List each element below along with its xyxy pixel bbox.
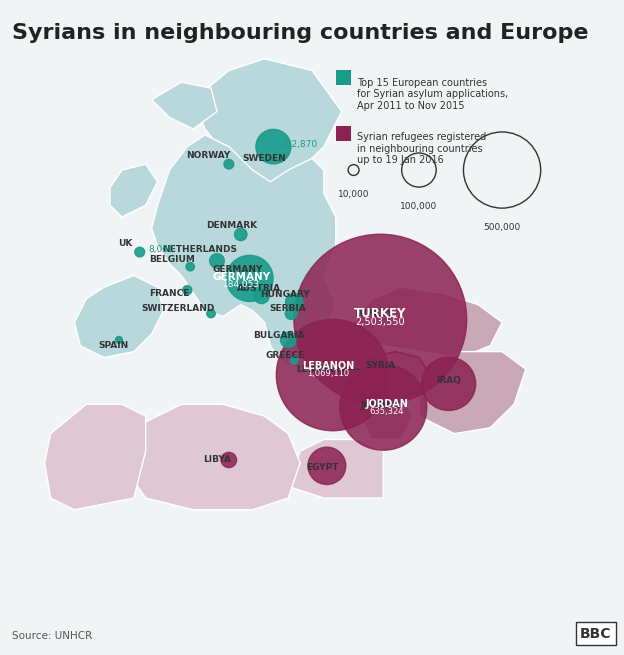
Circle shape [235,229,247,240]
Text: 8,060: 8,060 [149,244,174,253]
Polygon shape [45,404,145,510]
Polygon shape [110,164,157,217]
Text: NORWAY: NORWAY [186,151,230,160]
Bar [336,71,351,85]
Circle shape [256,129,291,164]
Circle shape [227,255,273,301]
Text: UK: UK [118,239,132,248]
Text: 2,503,550: 2,503,550 [356,317,405,328]
Text: GREECE: GREECE [266,351,305,360]
Text: BELGIUM: BELGIUM [150,255,195,264]
Text: EGYPT: EGYPT [306,463,339,472]
Text: TURKEY: TURKEY [354,307,406,320]
Text: NETHERLANDS: NETHERLANDS [162,244,236,253]
Text: GERMANY: GERMANY [213,265,263,274]
Text: Source: UNHCR: Source: UNHCR [12,631,93,641]
Text: Top 15 European countries
for Syrian asylum applications,
Apr 2011 to Nov 2015: Top 15 European countries for Syrian asy… [356,77,508,111]
Bar [336,126,351,141]
Polygon shape [122,404,300,510]
Text: 184,053: 184,053 [223,280,260,290]
Circle shape [281,332,296,348]
Circle shape [290,356,298,364]
Text: JORDAN: JORDAN [366,400,408,409]
Text: SERBIA: SERBIA [270,305,306,313]
Text: DENMARK: DENMARK [207,221,257,230]
Polygon shape [359,392,413,440]
Polygon shape [152,82,217,129]
Polygon shape [193,59,342,187]
Text: LEBANON: LEBANON [296,365,345,374]
Circle shape [285,308,297,320]
Polygon shape [354,287,502,358]
Text: TURKEY: TURKEY [354,309,394,318]
Text: 102,870: 102,870 [281,140,318,149]
Polygon shape [152,135,336,369]
Circle shape [221,453,236,468]
Text: SPAIN: SPAIN [98,341,128,350]
Circle shape [224,159,234,169]
Circle shape [210,253,224,268]
Text: FRANCE: FRANCE [149,289,190,297]
Circle shape [294,234,467,405]
Circle shape [286,293,303,310]
Text: IRAQ: IRAQ [436,377,461,385]
Circle shape [115,337,122,343]
Circle shape [186,263,195,271]
Text: GERMANY: GERMANY [213,272,271,282]
Circle shape [339,364,427,450]
Text: LIBYA: LIBYA [203,455,231,464]
Circle shape [254,288,269,304]
Text: BULGARIA: BULGARIA [253,331,305,340]
Polygon shape [288,440,383,498]
Text: LEBANON: LEBANON [302,362,354,371]
Text: 100,000: 100,000 [400,202,437,211]
Text: SWEDEN: SWEDEN [243,154,286,163]
Polygon shape [306,340,336,375]
Text: HUNGARY: HUNGARY [260,290,310,299]
Circle shape [183,286,192,295]
Text: AUSTRIA: AUSTRIA [236,284,281,293]
Polygon shape [358,358,370,381]
Text: Syrian refugees registered
in neighbouring countries
up to 19 Jan 2016: Syrian refugees registered in neighbouri… [356,132,486,165]
Text: Syrians in neighbouring countries and Europe: Syrians in neighbouring countries and Eu… [12,23,589,43]
Text: JORDAN: JORDAN [360,401,401,410]
Text: 1,069,110: 1,069,110 [307,369,349,379]
Circle shape [276,320,389,431]
Circle shape [422,357,475,411]
Circle shape [207,309,215,318]
Polygon shape [419,352,526,434]
Circle shape [135,247,145,257]
Text: 635,324: 635,324 [369,407,404,417]
Text: SYRIA: SYRIA [365,361,396,369]
Text: BBC: BBC [580,627,612,641]
Polygon shape [359,352,431,398]
Polygon shape [74,276,163,358]
Text: SWITZERLAND: SWITZERLAND [142,305,215,313]
Text: 500,000: 500,000 [484,223,520,232]
Text: 10,000: 10,000 [338,190,369,199]
Circle shape [308,447,346,485]
